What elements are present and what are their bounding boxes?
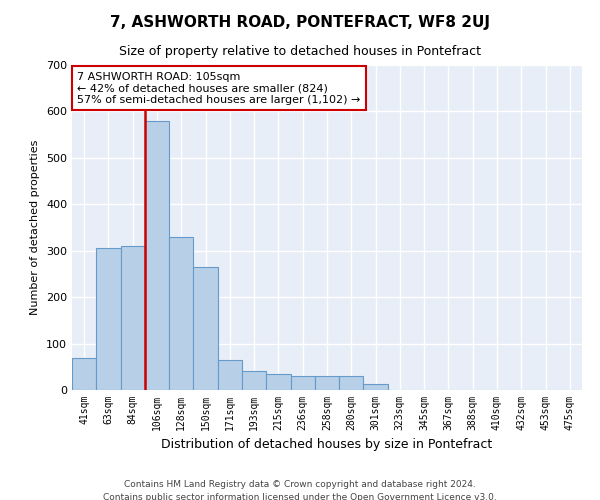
Bar [145, 120, 169, 390]
Bar [290, 376, 315, 390]
Text: Contains public sector information licensed under the Open Government Licence v3: Contains public sector information licen… [103, 492, 497, 500]
Bar [121, 246, 145, 390]
Bar [266, 374, 290, 390]
Bar [72, 358, 96, 390]
Bar [96, 248, 121, 390]
Bar [339, 376, 364, 390]
Text: Size of property relative to detached houses in Pontefract: Size of property relative to detached ho… [119, 45, 481, 58]
Bar [193, 267, 218, 390]
Text: 7 ASHWORTH ROAD: 105sqm
← 42% of detached houses are smaller (824)
57% of semi-d: 7 ASHWORTH ROAD: 105sqm ← 42% of detache… [77, 72, 361, 104]
Text: 7, ASHWORTH ROAD, PONTEFRACT, WF8 2UJ: 7, ASHWORTH ROAD, PONTEFRACT, WF8 2UJ [110, 15, 490, 30]
Bar [169, 237, 193, 390]
X-axis label: Distribution of detached houses by size in Pontefract: Distribution of detached houses by size … [161, 438, 493, 452]
Bar [242, 372, 266, 390]
Bar [315, 376, 339, 390]
Bar [364, 384, 388, 390]
Y-axis label: Number of detached properties: Number of detached properties [31, 140, 40, 315]
Text: Contains HM Land Registry data © Crown copyright and database right 2024.: Contains HM Land Registry data © Crown c… [124, 480, 476, 489]
Bar [218, 360, 242, 390]
